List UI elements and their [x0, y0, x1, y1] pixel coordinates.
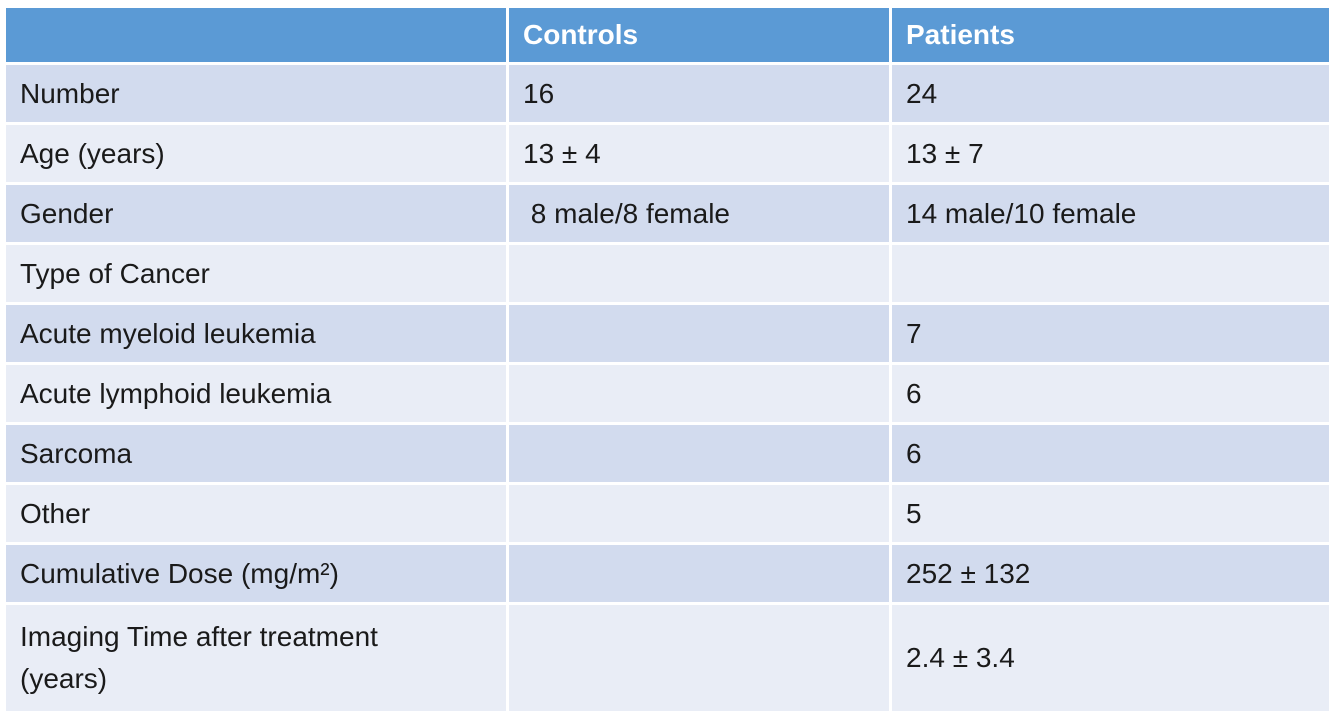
- table-row: Gender 8 male/8 female 14 male/10 female: [6, 185, 1329, 242]
- header-row: Controls Patients: [6, 8, 1329, 62]
- patients-value-cell: 2.4 ± 3.4: [892, 605, 1329, 711]
- patients-value-cell: 7: [892, 305, 1329, 362]
- table-row: Other 5: [6, 485, 1329, 542]
- column-header-patients: Patients: [892, 8, 1329, 62]
- demographics-table: Controls Patients Number 16 24 Age (year…: [3, 5, 1332, 714]
- controls-value-cell: [509, 545, 889, 602]
- patients-value-cell: 6: [892, 365, 1329, 422]
- row-label-cell: Number: [6, 65, 506, 122]
- controls-value-cell: [509, 425, 889, 482]
- controls-value-cell: 13 ± 4: [509, 125, 889, 182]
- table-row: Cumulative Dose (mg/m²) 252 ± 132: [6, 545, 1329, 602]
- table-row: Acute myeloid leukemia 7: [6, 305, 1329, 362]
- row-label-cell: Cumulative Dose (mg/m²): [6, 545, 506, 602]
- patients-value-cell: [892, 245, 1329, 302]
- table-body: Number 16 24 Age (years) 13 ± 4 13 ± 7 G…: [6, 65, 1329, 711]
- row-label-cell: Age (years): [6, 125, 506, 182]
- row-label-cell: Acute myeloid leukemia: [6, 305, 506, 362]
- controls-value-cell: 8 male/8 female: [509, 185, 889, 242]
- table-row: Acute lymphoid leukemia 6: [6, 365, 1329, 422]
- row-label-cell: Other: [6, 485, 506, 542]
- patients-value-cell: 24: [892, 65, 1329, 122]
- controls-value-cell: [509, 245, 889, 302]
- patients-value-cell: 13 ± 7: [892, 125, 1329, 182]
- column-header-controls: Controls: [509, 8, 889, 62]
- controls-value-cell: [509, 485, 889, 542]
- row-label-cell: Imaging Time after treatment (years): [6, 605, 506, 711]
- row-label-cell: Sarcoma: [6, 425, 506, 482]
- patients-value-cell: 14 male/10 female: [892, 185, 1329, 242]
- patients-value-cell: 6: [892, 425, 1329, 482]
- controls-value-cell: [509, 605, 889, 711]
- corner-header-cell: [6, 8, 506, 62]
- table-row: Number 16 24: [6, 65, 1329, 122]
- controls-value-cell: 16: [509, 65, 889, 122]
- patients-value-cell: 252 ± 132: [892, 545, 1329, 602]
- table-row: Imaging Time after treatment (years) 2.4…: [6, 605, 1329, 711]
- row-label-cell: Acute lymphoid leukemia: [6, 365, 506, 422]
- row-label-cell: Type of Cancer: [6, 245, 506, 302]
- table-row: Sarcoma 6: [6, 425, 1329, 482]
- patients-value-cell: 5: [892, 485, 1329, 542]
- controls-value-cell: [509, 305, 889, 362]
- controls-value-cell: [509, 365, 889, 422]
- table-row: Age (years) 13 ± 4 13 ± 7: [6, 125, 1329, 182]
- row-label-cell: Gender: [6, 185, 506, 242]
- table-row: Type of Cancer: [6, 245, 1329, 302]
